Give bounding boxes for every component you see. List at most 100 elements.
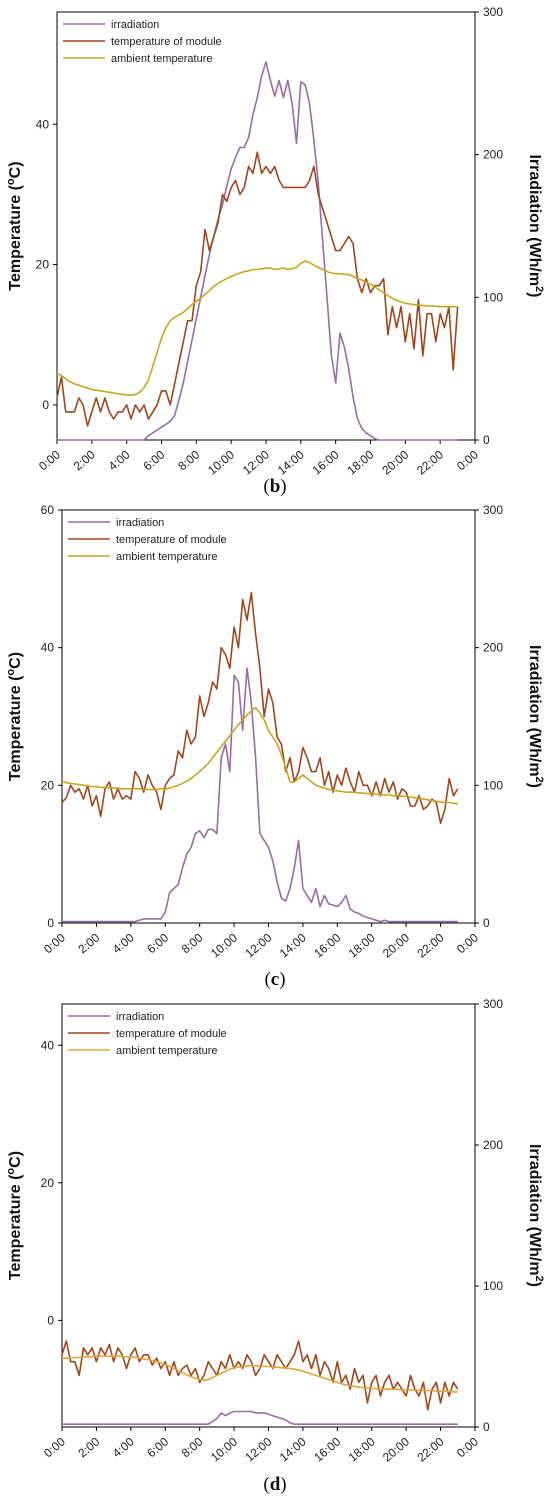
x-tick-label: 0:00 [41,1434,68,1460]
panel-label: (b) [263,476,286,497]
y-right-tick-label: 200 [483,148,503,162]
x-tick-label: 20:00 [380,930,412,960]
y-right-tick-label: 200 [483,1138,503,1152]
legend-label: ambient temperature [111,53,213,65]
x-tick-label: 4:00 [106,447,133,473]
y-right-title-text: Irradiation (Wh/m [526,645,543,777]
x-tick-label: 22:00 [415,930,447,960]
panel-label: (c) [264,969,285,990]
series-line-ambient-temperature [56,260,458,396]
x-tick-label: 8:00 [175,447,202,473]
y-left-title-sup: o [5,1168,17,1175]
y-left-title-end: C) [7,161,24,178]
legend-label: ambient temperature [116,1045,218,1057]
legend-label: irradiation [116,1011,164,1023]
y-left-axis-title: Temperature (oC) [5,652,24,781]
y-right-tick-label: 100 [483,778,503,792]
x-tick-label: 18:00 [346,1434,378,1464]
x-tick-label: 8:00 [179,930,206,956]
y-left-tick-label: 40 [36,117,50,131]
y-right-title-end: ) [526,1282,543,1287]
x-tick-label: 14:00 [275,447,307,477]
y-left-title-text: Temperature ( [7,1174,24,1280]
y-right-axis-title: Irradiation (Wh/m2) [526,1144,545,1287]
chart-panel-b: 0 20 40 0 100 200 300 0:00 2:00 4:00 6:00 8:00 10:00… [5,5,545,497]
y-right-title-end: ) [526,292,543,297]
x-tick-label: 20:00 [380,1434,412,1464]
x-tick-label: 6:00 [141,447,168,473]
y-right-tick-label: 0 [483,433,490,447]
x-tick-label: 0:00 [454,447,481,473]
panel-label-close: ) [280,476,286,497]
x-tick-label: 12:00 [242,930,274,960]
x-tick-label: 0:00 [36,447,63,473]
x-tick-label: 22:00 [414,447,446,477]
plot-frame [56,11,476,441]
x-tick-label: 4:00 [110,1434,137,1460]
y-right-tick-label: 100 [483,1279,503,1293]
y-left-tick-label: 40 [41,1038,55,1052]
x-tick-label: 16:00 [311,930,343,960]
x-tick-label: 22:00 [415,1434,447,1464]
chart-panel-c: 0 20 40 60 0 100 200 300 0:00 2:00 4:00 6:00 8:00 10:… [5,503,545,990]
panel-label-letter: b [270,476,281,497]
panel-label-close: ) [280,1474,286,1495]
y-left-title-sup: o [5,669,17,676]
y-right-title-text: Irradiation (Wh/m [526,154,543,286]
legend-label: temperature of module [116,1028,227,1040]
x-tick-label: 18:00 [346,930,378,960]
legend-label: irradiation [111,19,159,31]
x-tick-label: 2:00 [71,447,98,473]
x-tick-label: 10:00 [208,1434,240,1464]
y-right-axis-title: Irradiation (Wh/m2) [526,154,545,297]
y-right-tick-label: 0 [483,916,490,930]
panel-label-close: ) [279,969,285,990]
x-tick-label: 2:00 [75,1434,102,1460]
legend-label: temperature of module [116,534,227,546]
panel-label-open: ( [263,476,269,497]
x-tick-label: 10:00 [205,447,237,477]
x-tick-label: 14:00 [277,1434,309,1464]
legend-label: irradiation [116,517,164,529]
series-line-temperature-of-module [56,151,459,427]
legend-label: temperature of module [111,36,222,48]
panel-label-letter: d [270,1474,281,1495]
series-line-ambient-temperature [61,706,458,805]
x-tick-label: 0:00 [454,1434,481,1460]
y-right-title-sup: 2 [533,286,545,292]
x-tick-label: 8:00 [179,1434,206,1460]
y-left-tick-label: 20 [41,1176,55,1190]
series-line-ambient-temperature [62,1355,458,1393]
y-left-title-sup: o [5,178,17,185]
series-line-temperature-of-module [61,591,459,825]
x-tick-label: 18:00 [344,447,376,477]
panel-label-open: ( [263,1474,269,1495]
y-left-axis-title: Temperature (oC) [5,161,24,290]
panel-label-open: ( [264,969,270,990]
y-left-tick-label: 0 [47,916,54,930]
y-right-tick-label: 100 [483,290,503,304]
series-line-temperature-of-module [61,1340,459,1411]
y-left-tick-label: 60 [41,503,55,517]
y-left-tick-label: 20 [36,258,50,272]
y-left-title-end: C) [7,1151,24,1168]
x-tick-label: 12:00 [242,1434,274,1464]
x-tick-label: 14:00 [277,930,309,960]
y-right-title-sup: 2 [533,777,545,783]
series-line-irradiation [62,667,458,923]
y-right-tick-label: 0 [483,1420,490,1434]
x-tick-label: 10:00 [208,930,240,960]
series-line-irradiation [62,1410,458,1425]
series-line-irradiation [57,61,458,441]
y-left-tick-label: 0 [42,398,49,412]
plot-frame [61,509,476,924]
legend-label: ambient temperature [116,551,218,563]
y-right-axis-title: Irradiation (Wh/m2) [526,645,545,788]
y-left-title-text: Temperature ( [7,675,24,781]
y-right-tick-label: 300 [483,5,503,19]
panel-label: (d) [263,1474,286,1495]
y-left-tick-label: 0 [47,1313,54,1327]
y-right-title-sup: 2 [533,1276,545,1282]
x-tick-label: 16:00 [310,447,342,477]
